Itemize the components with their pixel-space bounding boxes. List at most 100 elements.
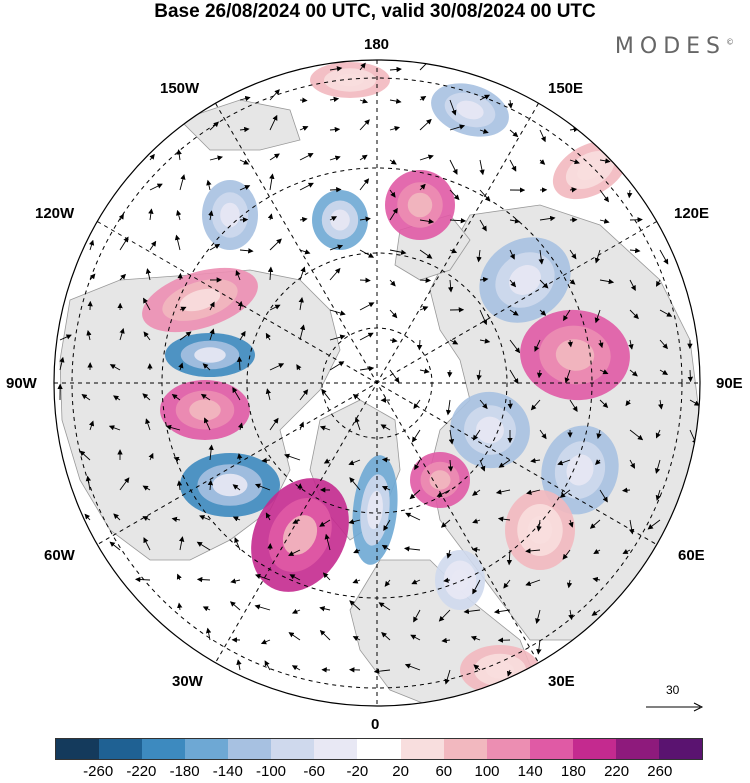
wind-vector-arrow [535, 609, 541, 624]
label-30e: 30E [548, 673, 575, 690]
wind-vector-arrow [413, 399, 421, 410]
wind-vector-arrow [324, 533, 331, 551]
anomaly-blob [330, 209, 350, 231]
reference-arrow-icon [646, 702, 704, 712]
anomaly-blob [336, 73, 364, 87]
wind-vector-arrow [384, 579, 391, 587]
colorbar-tick-label: -220 [126, 763, 157, 780]
wind-vector-arrow [109, 364, 121, 371]
wind-vector-arrow [621, 487, 631, 493]
wind-vector-arrow [142, 516, 151, 522]
wind-vector-arrow [383, 519, 391, 532]
colorbar-segment [486, 739, 530, 759]
wind-vector-arrow [359, 62, 366, 71]
wind-vector-arrow [235, 269, 241, 281]
wind-vector-arrow [359, 98, 369, 104]
wind-vector-arrow [149, 240, 157, 251]
wind-vector-arrow [321, 388, 331, 401]
wind-vector-arrow [299, 249, 311, 255]
wind-vector-arrow [207, 479, 214, 491]
wind-vector-arrow [359, 332, 374, 341]
wind-vector-arrow [109, 541, 121, 551]
wind-vector-arrow [389, 249, 407, 255]
wind-vector-arrow [381, 457, 391, 463]
wind-vector-arrow [629, 279, 636, 292]
wind-vector-arrow [472, 518, 481, 524]
wind-vector-arrow [389, 279, 396, 287]
label-90w: 90W [6, 375, 37, 392]
wind-vector-arrow [629, 429, 644, 441]
wind-vector-arrow [381, 631, 391, 641]
wind-vector-arrow [319, 519, 331, 527]
reference-vector: 30 [646, 683, 706, 718]
wind-vector-arrow [536, 369, 543, 379]
colorbar-tick-label: -60 [303, 763, 326, 780]
wind-vector-arrow [389, 126, 401, 132]
wind-vector-arrow [239, 126, 250, 133]
wind-vector-arrow [381, 544, 391, 551]
wind-vector-arrow [599, 489, 608, 503]
wind-vector-arrow [142, 485, 151, 491]
wind-vector-arrow [389, 159, 397, 165]
wind-vector-arrow [389, 337, 398, 344]
wind-vector-arrow [254, 483, 271, 491]
wind-vector-arrow [203, 417, 211, 431]
wind-vector-arrow [264, 660, 271, 671]
wind-vector-arrow [569, 399, 578, 412]
colorbar-tick-label: 100 [474, 763, 500, 780]
wind-vector-arrow [594, 249, 601, 264]
wind-vector-arrow [329, 334, 346, 341]
wind-vector-arrow [269, 153, 280, 161]
wind-vector-arrow [254, 604, 271, 611]
anomaly-blob [429, 470, 451, 490]
wind-vector-arrow [209, 243, 221, 251]
wind-vector-arrow [202, 363, 211, 371]
wind-vector-arrow [296, 364, 302, 371]
wind-vector-arrow [143, 537, 151, 551]
wind-vector-arrow [593, 548, 601, 555]
wind-vector-arrow [498, 459, 511, 468]
wind-vector-arrow [655, 489, 661, 501]
colorbar-tick-label: -20 [346, 763, 369, 780]
wind-vector-arrow [319, 629, 331, 641]
brand-text: MODES [614, 34, 726, 59]
wind-vector-arrow [200, 393, 211, 401]
wind-vector-arrow [449, 217, 467, 224]
colorbar-tick-label: -260 [83, 763, 114, 780]
wind-vector-arrow [236, 659, 242, 671]
wind-vector-arrow [209, 155, 223, 161]
wind-vector-arrow [291, 665, 301, 671]
wind-vector-arrow [239, 159, 250, 165]
anomaly-blob [451, 569, 469, 591]
colorbar-tick-label: 180 [560, 763, 586, 780]
wind-vector-arrow [599, 369, 609, 375]
wind-vector-arrow [353, 548, 361, 554]
wind-vector-arrow [658, 399, 664, 410]
wind-vector-arrow [569, 279, 576, 285]
anomaly-blob [555, 339, 595, 371]
wind-vector-arrow [479, 276, 489, 283]
wind-vector-arrow [404, 663, 421, 671]
wind-vector-arrow [507, 99, 514, 109]
label-90e: 90E [716, 375, 743, 392]
wind-vector-arrow [237, 300, 244, 311]
wind-vector-arrow [596, 429, 602, 439]
label-120e: 120E [674, 205, 710, 222]
wind-vector-arrow [493, 608, 511, 615]
wind-vector-arrow [329, 66, 343, 72]
wind-vector-arrow [534, 339, 541, 352]
wind-vector-arrow [205, 627, 212, 641]
wind-vector-arrow [389, 66, 402, 73]
colorbar-tick-label: -100 [255, 763, 287, 780]
anomaly-blobs [142, 62, 630, 695]
wind-vector-arrow [419, 368, 430, 374]
colorbar-segment [314, 739, 358, 759]
wind-vector-arrow [165, 424, 181, 431]
wind-vector-arrow [414, 459, 421, 471]
wind-vector-arrow [530, 457, 541, 464]
wind-vector-arrow [85, 475, 92, 491]
wind-vector-arrow [562, 549, 571, 560]
wind-vector-arrow [329, 361, 345, 371]
colorbar-tick-label: 20 [392, 763, 409, 780]
modes-logo: MODES© [615, 34, 734, 59]
